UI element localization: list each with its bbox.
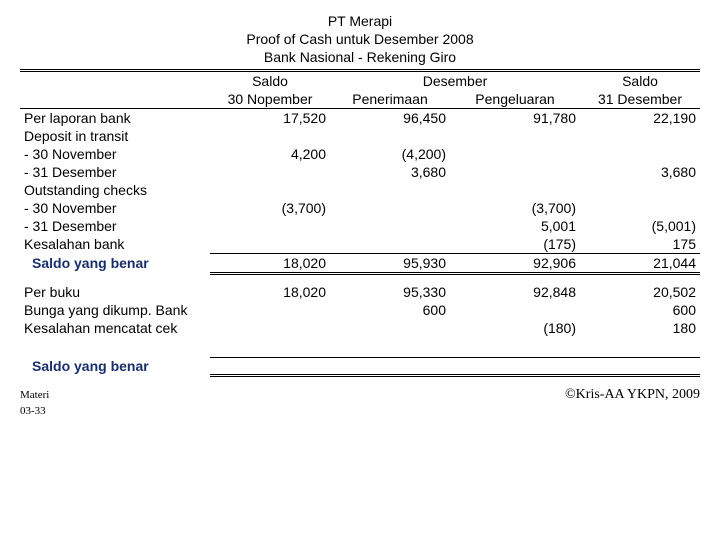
footer-page: 03-33 bbox=[20, 403, 49, 420]
row-oc-nov: - 30 November (3,700) (3,700) bbox=[20, 199, 700, 217]
cell-value: 600 bbox=[580, 301, 700, 319]
cell-value: 175 bbox=[580, 235, 700, 254]
title-line-3: Bank Nasional - Rekening Giro bbox=[20, 48, 700, 66]
footer-materi: Materi bbox=[20, 387, 49, 404]
cell-label: Saldo yang benar bbox=[20, 253, 210, 273]
hdr-30-nov: 30 Nopember bbox=[210, 90, 330, 109]
cell-value: 92,848 bbox=[450, 283, 580, 301]
footer-copyright: ©Kris-AA YKPN, 2009 bbox=[565, 387, 700, 403]
row-err-cek: Kesalahan mencatat cek (180) 180 bbox=[20, 319, 700, 337]
hdr-penerimaan: Penerimaan bbox=[330, 90, 450, 109]
cell-label: - 31 Desember bbox=[20, 163, 210, 181]
hdr-31-dec: 31 Desember bbox=[580, 90, 700, 109]
cell-value bbox=[450, 163, 580, 181]
footer-left: Materi 03-33 bbox=[20, 387, 49, 420]
hdr-pengeluaran: Pengeluaran bbox=[450, 90, 580, 109]
hdr-saldo-dec-top: Saldo bbox=[580, 70, 700, 90]
cell-value: 96,450 bbox=[330, 108, 450, 127]
cell-value: 95,930 bbox=[330, 253, 450, 273]
row-err-bank: Kesalahan bank (175) 175 bbox=[20, 235, 700, 254]
cell-value bbox=[330, 319, 450, 337]
cell-value: 91,780 bbox=[450, 108, 580, 127]
cell-value bbox=[330, 235, 450, 254]
cell-value bbox=[210, 319, 330, 337]
cell-value bbox=[580, 199, 700, 217]
cell-label: Per buku bbox=[20, 283, 210, 301]
cell-value: 20,502 bbox=[580, 283, 700, 301]
cell-label: Outstanding checks bbox=[20, 181, 210, 199]
row-saldo-benar-1: Saldo yang benar 18,020 95,930 92,906 21… bbox=[20, 253, 700, 273]
cell-label: Kesalahan mencatat cek bbox=[20, 319, 210, 337]
cell-value bbox=[210, 301, 330, 319]
cell-value: 600 bbox=[330, 301, 450, 319]
cell-label: Saldo yang benar bbox=[20, 357, 210, 375]
cell-value: 22,190 bbox=[580, 108, 700, 127]
cell-value: 18,020 bbox=[210, 283, 330, 301]
cell-value: 3,680 bbox=[330, 163, 450, 181]
cell-value: (175) bbox=[450, 235, 580, 254]
cell-value: 5,001 bbox=[450, 217, 580, 235]
cell-value: (3,700) bbox=[210, 199, 330, 217]
title-block: PT Merapi Proof of Cash untuk Desember 2… bbox=[20, 12, 700, 67]
row-oc-dec: - 31 Desember 5,001 (5,001) bbox=[20, 217, 700, 235]
cell-value: 17,520 bbox=[210, 108, 330, 127]
cell-label: Bunga yang dikump. Bank bbox=[20, 301, 210, 319]
hdr-desember: Desember bbox=[330, 70, 580, 90]
cell-value bbox=[210, 217, 330, 235]
row-per-bank: Per laporan bank 17,520 96,450 91,780 22… bbox=[20, 108, 700, 127]
cell-label: - 30 November bbox=[20, 145, 210, 163]
cell-label: Per laporan bank bbox=[20, 108, 210, 127]
hdr-saldo-nov-top: Saldo bbox=[210, 70, 330, 90]
cell-value: 95,330 bbox=[330, 283, 450, 301]
cell-label: - 30 November bbox=[20, 199, 210, 217]
cell-value: 4,200 bbox=[210, 145, 330, 163]
cell-value bbox=[450, 301, 580, 319]
cell-value bbox=[330, 199, 450, 217]
cell-label: Deposit in transit bbox=[20, 127, 210, 145]
cell-value bbox=[580, 145, 700, 163]
cell-value: (5,001) bbox=[580, 217, 700, 235]
cell-value: 180 bbox=[580, 319, 700, 337]
cell-label: - 31 Desember bbox=[20, 217, 210, 235]
cell-value bbox=[330, 217, 450, 235]
row-oc-header: Outstanding checks bbox=[20, 181, 700, 199]
cell-value: (3,700) bbox=[450, 199, 580, 217]
cell-value bbox=[450, 145, 580, 163]
slide-footer: Materi 03-33 ©Kris-AA YKPN, 2009 bbox=[20, 387, 700, 420]
row-dit-dec: - 31 Desember 3,680 3,680 bbox=[20, 163, 700, 181]
row-dit-header: Deposit in transit bbox=[20, 127, 700, 145]
cell-value: 21,044 bbox=[580, 253, 700, 273]
cell-value: (4,200) bbox=[330, 145, 450, 163]
cell-value: 18,020 bbox=[210, 253, 330, 273]
cell-value: (180) bbox=[450, 319, 580, 337]
row-dit-nov: - 30 November 4,200 (4,200) bbox=[20, 145, 700, 163]
row-bunga: Bunga yang dikump. Bank 600 600 bbox=[20, 301, 700, 319]
cell-value bbox=[210, 235, 330, 254]
cell-value bbox=[210, 163, 330, 181]
row-saldo-benar-2: Saldo yang benar bbox=[20, 357, 700, 375]
title-line-1: PT Merapi bbox=[20, 12, 700, 30]
row-per-buku: Per buku 18,020 95,330 92,848 20,502 bbox=[20, 283, 700, 301]
cell-label: Kesalahan bank bbox=[20, 235, 210, 254]
cell-value: 92,906 bbox=[450, 253, 580, 273]
title-line-2: Proof of Cash untuk Desember 2008 bbox=[20, 30, 700, 48]
cell-value: 3,680 bbox=[580, 163, 700, 181]
proof-of-cash-table: Saldo Desember Saldo 30 Nopember Penerim… bbox=[20, 69, 700, 377]
